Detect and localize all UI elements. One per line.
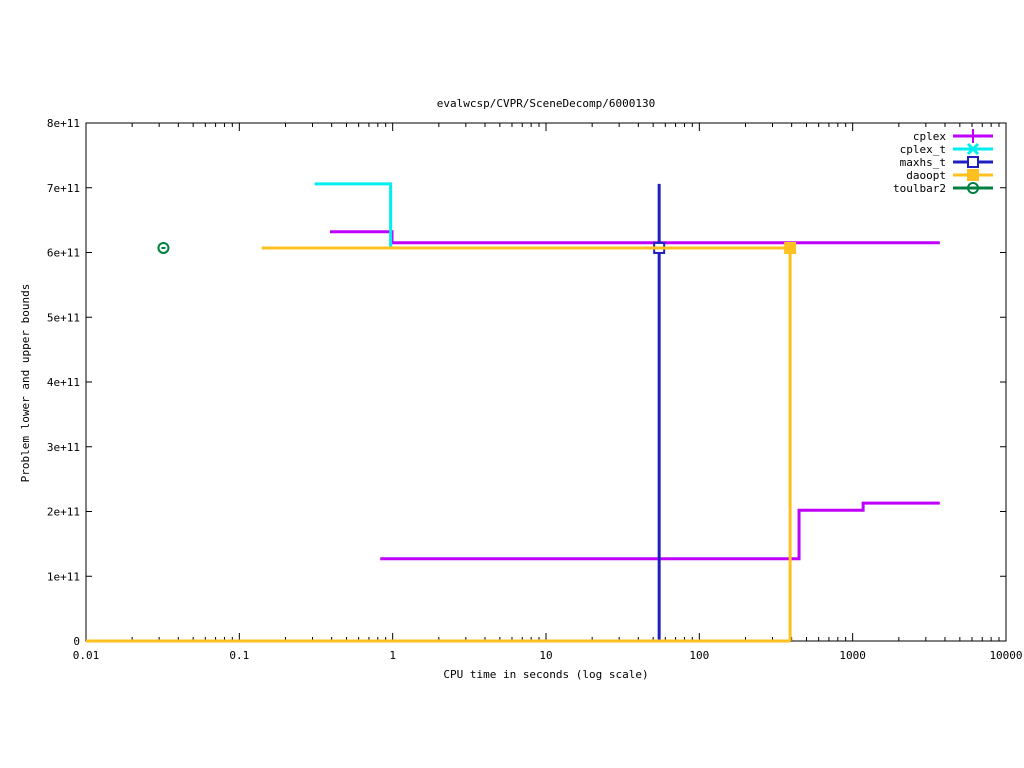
series-layer (86, 182, 940, 643)
series-cplex-t (314, 182, 393, 248)
legend-label: toulbar2 (893, 182, 946, 195)
y-tick-label: 5e+11 (47, 311, 80, 324)
x-tick-label: 1 (389, 649, 396, 662)
series-line (261, 246, 792, 641)
series-line (329, 230, 940, 245)
x-tick-label: 100 (689, 649, 709, 662)
cross-marker (966, 142, 980, 156)
filled-square-marker (784, 241, 797, 254)
series-line (380, 501, 940, 561)
y-axis-label: Problem lower and upper bounds (19, 284, 32, 483)
series-maxhs-t (653, 183, 666, 641)
x-tick-label: 0.1 (229, 649, 249, 662)
x-axis-label: CPU time in seconds (log scale) (443, 668, 648, 681)
y-tick-label: 6e+11 (47, 247, 80, 260)
x-tick-label: 0.01 (73, 649, 100, 662)
x-tick-label: 1000 (839, 649, 866, 662)
legend-label: maxhs_t (900, 156, 946, 169)
x-tick-label: 10000 (989, 649, 1022, 662)
y-tick-label: 2e+11 (47, 506, 80, 519)
plus-marker (966, 129, 980, 143)
series-cplex (329, 230, 940, 561)
plot-frame (85, 122, 1007, 642)
chart-title: evalwcsp/CVPR/SceneDecomp/6000130 (437, 97, 656, 110)
series-daoopt (86, 241, 797, 643)
series-line (314, 182, 393, 248)
y-tick-label: 4e+11 (47, 376, 80, 389)
y-tick-label: 3e+11 (47, 441, 80, 454)
circle-marker (967, 182, 979, 194)
y-tick-label: 1e+11 (47, 570, 80, 583)
legend-label: cplex (913, 130, 946, 143)
y-tick-label: 0 (73, 635, 80, 648)
axes: 0 1e+11 2e+11 3e+11 4e+11 5e+11 6e+11 7e+11 8e+1… (47, 117, 1023, 662)
circle-marker (157, 241, 170, 254)
legend-label: cplex_t (900, 143, 946, 156)
y-tick-label: 7e+11 (47, 182, 80, 195)
series-toulbar2 (157, 241, 170, 254)
x-tick-label: 10 (539, 649, 552, 662)
legend-label: daoopt (906, 169, 946, 182)
y-tick-label: 8e+11 (47, 117, 80, 130)
filled-square-marker (967, 169, 979, 181)
open-square-marker (967, 156, 979, 168)
